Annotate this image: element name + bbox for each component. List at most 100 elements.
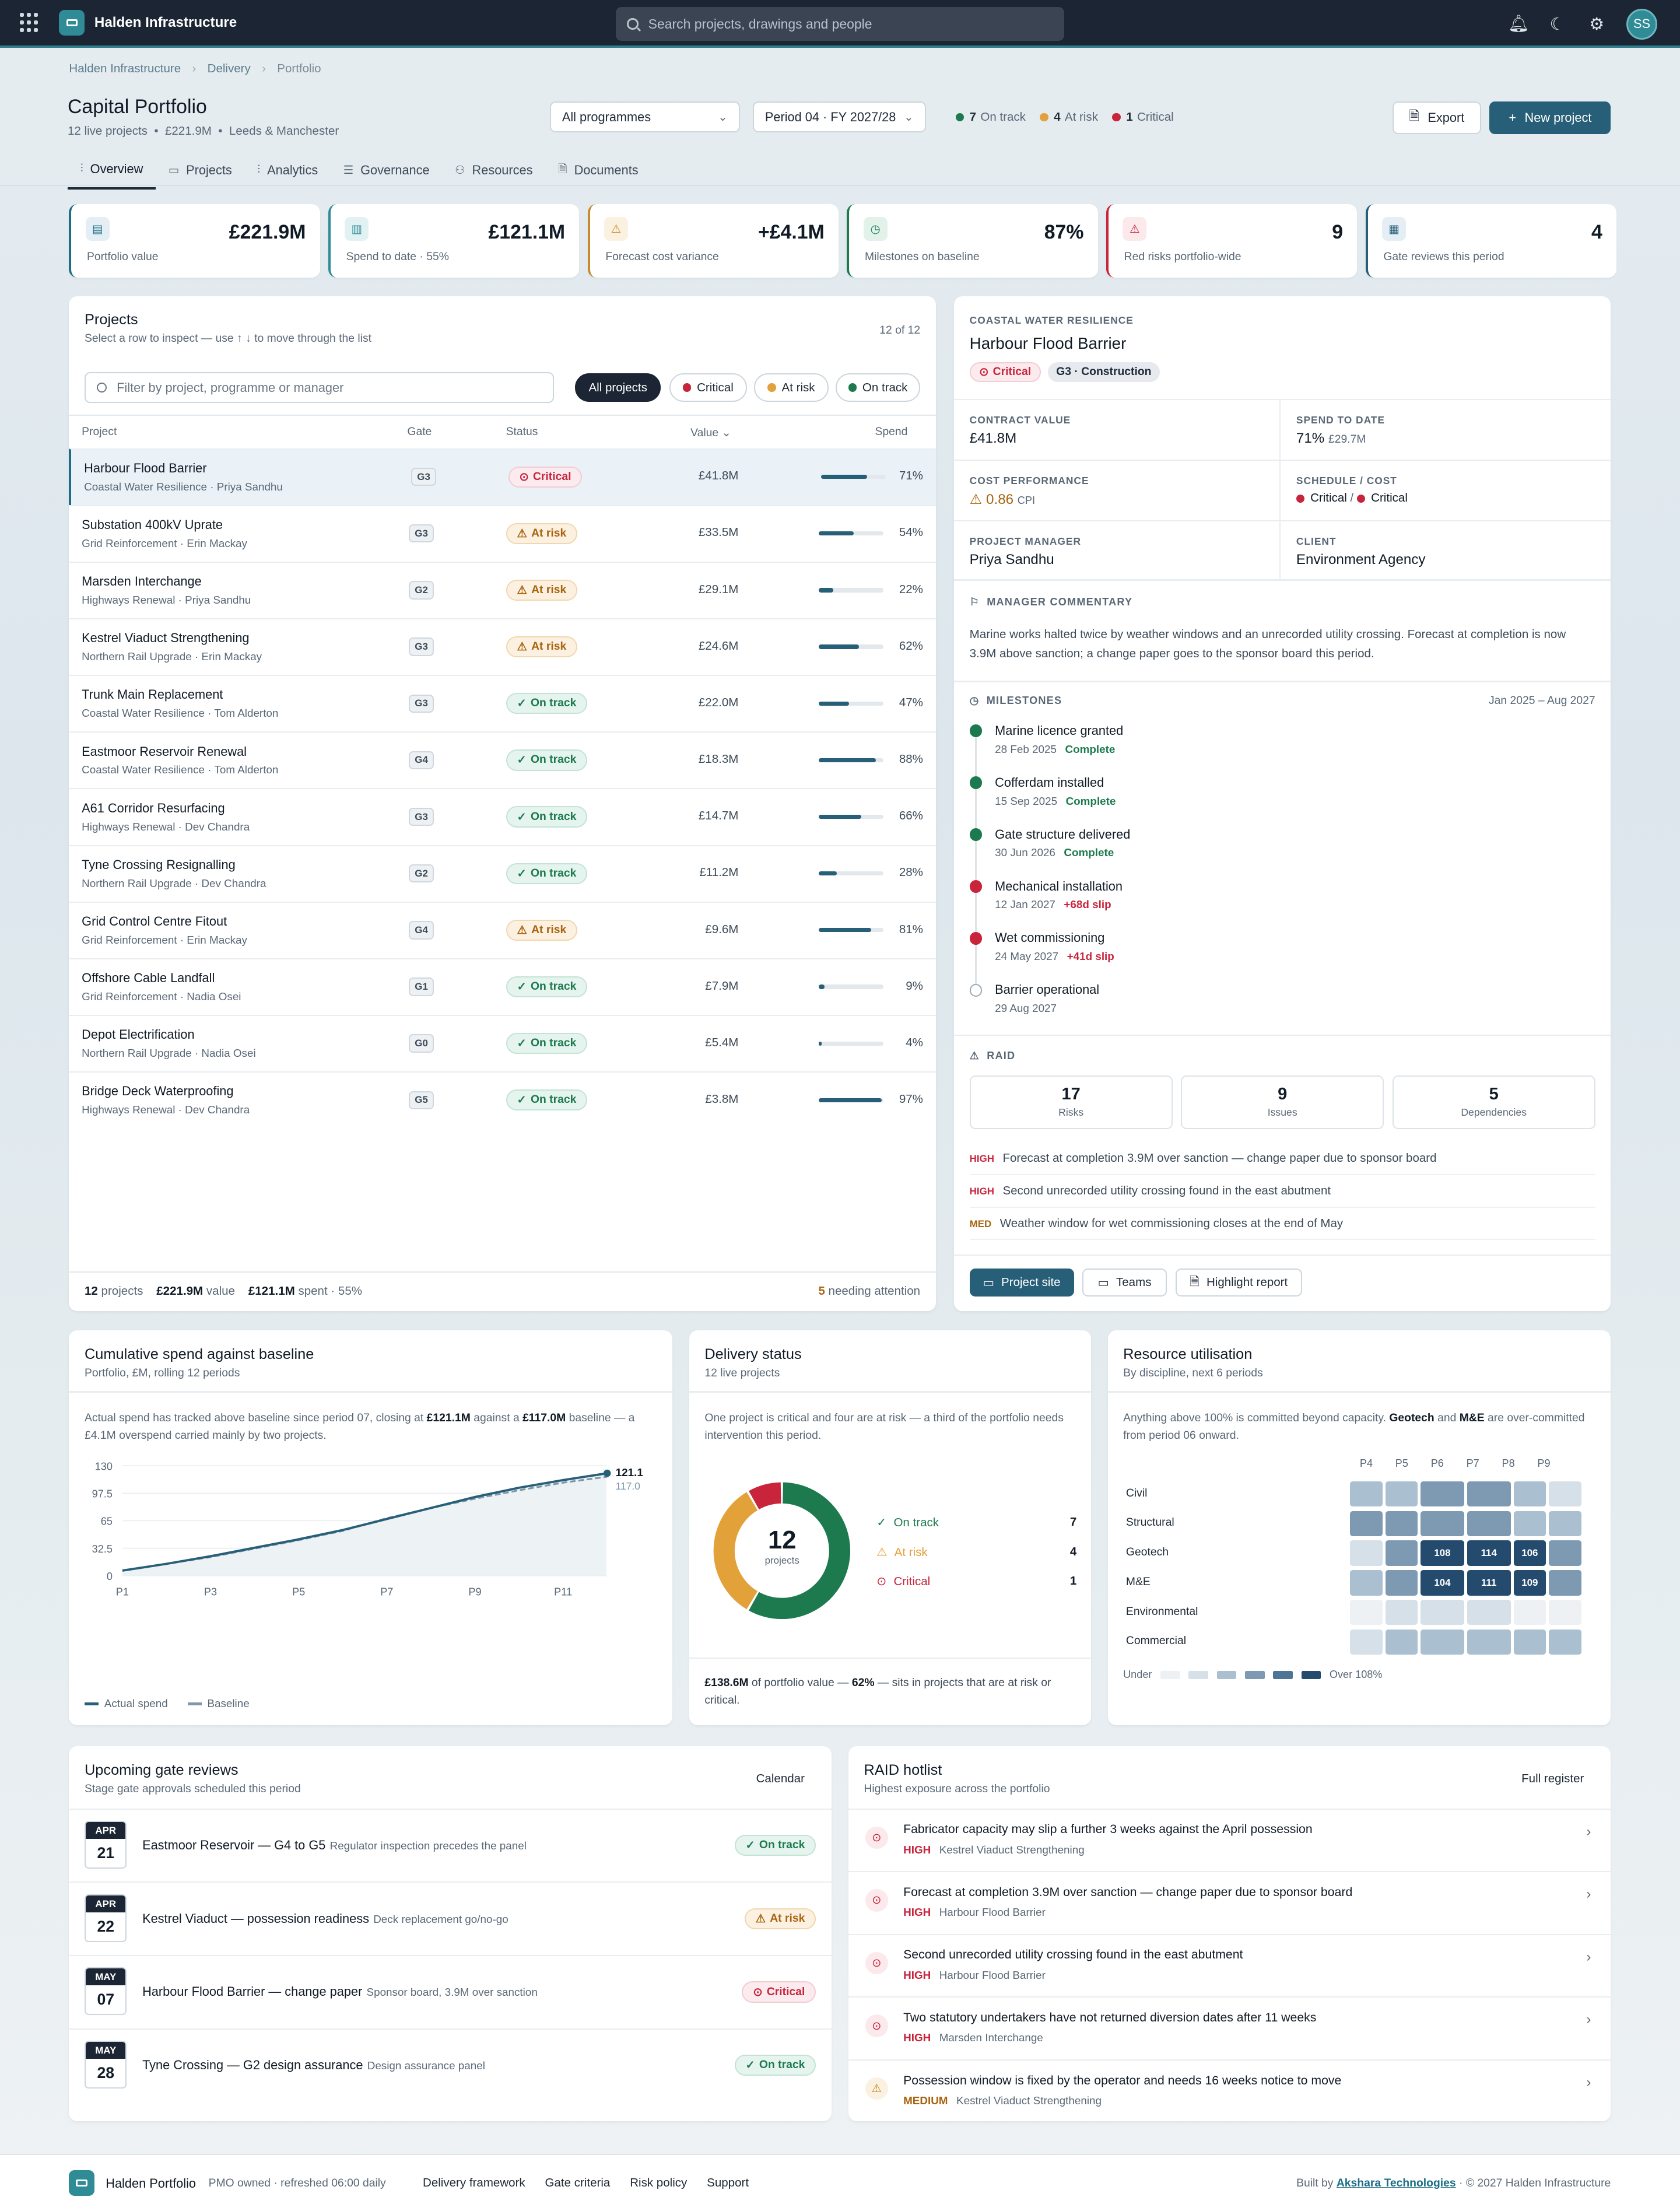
tab-analytics[interactable]: ⫶ Analytics <box>257 163 318 177</box>
footer-link-delivery-framework[interactable]: Delivery framework <box>423 2175 525 2189</box>
heatmap-cell[interactable] <box>1350 1481 1383 1507</box>
heatmap-cell[interactable]: 108 <box>1421 1540 1464 1566</box>
hotlist-item[interactable]: ⊙ Second unrecorded utility crossing foun… <box>848 1933 1611 1997</box>
project-filter-input[interactable]: Filter by project, programme or manager <box>84 372 554 404</box>
heatmap-cell[interactable] <box>1548 1570 1581 1596</box>
table-row[interactable]: Substation 400kV Uprate Grid Reinforcemen… <box>69 504 936 562</box>
table-row[interactable]: Kestrel Viaduct Strengthening Northern Ra… <box>69 618 936 675</box>
heatmap-cell[interactable] <box>1421 1511 1464 1537</box>
raid-dependencies-count[interactable]: 5 Dependencies <box>1392 1075 1595 1129</box>
heatmap-cell[interactable] <box>1467 1599 1511 1625</box>
heatmap-cell[interactable] <box>1467 1511 1511 1537</box>
tab-overview[interactable]: ⫶ Overview <box>68 156 156 190</box>
full-register-button[interactable]: Full register <box>1521 1771 1584 1785</box>
heatmap-cell[interactable] <box>1385 1481 1418 1507</box>
heatmap-cell[interactable] <box>1513 1511 1546 1537</box>
kpi-card[interactable]: ▥ £121.1M Spend to date · 55% <box>328 204 580 278</box>
programme-select[interactable]: All programmes ⌄ <box>549 101 740 133</box>
raid-item[interactable]: MED Weather window for wet commissioning … <box>969 1217 1595 1241</box>
heatmap-cell[interactable]: 114 <box>1467 1540 1511 1566</box>
heatmap-cell[interactable] <box>1548 1629 1581 1655</box>
breadcrumb-item[interactable]: Delivery <box>207 62 251 76</box>
hotlist-item[interactable]: ⊙ Fabricator capacity may slip a further … <box>848 1808 1611 1872</box>
global-search-input[interactable]: Search projects, drawings and people <box>616 7 1064 41</box>
raid-risks-count[interactable]: 17 Risks <box>969 1075 1173 1129</box>
table-row[interactable]: Tyne Crossing Resignalling Northern Rail … <box>69 845 936 902</box>
kpi-card[interactable]: ◷ 87% Milestones on baseline <box>847 204 1098 278</box>
footer-link-risk-policy[interactable]: Risk policy <box>630 2175 688 2189</box>
col-value[interactable]: Value ⌄ <box>690 426 731 439</box>
heatmap-cell[interactable]: 106 <box>1513 1540 1546 1566</box>
kpi-card[interactable]: ▤ £221.9M Portfolio value <box>69 204 320 278</box>
heatmap-cell[interactable] <box>1385 1570 1418 1596</box>
heatmap-cell[interactable]: 111 <box>1467 1570 1511 1596</box>
col-project[interactable]: Project <box>82 425 117 438</box>
heatmap-cell[interactable] <box>1350 1629 1383 1655</box>
tab-projects[interactable]: ▭ Projects <box>168 163 232 177</box>
project-site-button[interactable]: ▭ Project site <box>969 1269 1074 1297</box>
heatmap-cell[interactable] <box>1513 1481 1546 1507</box>
heatmap-cell[interactable] <box>1421 1629 1464 1655</box>
table-row[interactable]: Marsden Interchange Highways Renewal · Pr… <box>69 561 936 618</box>
donut-slice[interactable] <box>749 1482 782 1509</box>
heatmap-cell[interactable] <box>1421 1481 1464 1507</box>
heatmap-cell[interactable] <box>1513 1629 1546 1655</box>
heatmap-cell[interactable]: 104 <box>1421 1570 1464 1596</box>
tab-documents[interactable]: 🗎 Documents <box>545 156 651 190</box>
kpi-card[interactable]: ⚠ 9 Red risks portfolio-wide <box>1106 204 1358 278</box>
table-row[interactable]: Trunk Main Replacement Coastal Water Resi… <box>69 675 936 731</box>
heatmap-cell[interactable] <box>1350 1540 1383 1566</box>
footer-link-gate-criteria[interactable]: Gate criteria <box>545 2175 611 2189</box>
donut-slice[interactable] <box>714 1491 759 1609</box>
table-row[interactable]: Eastmoor Reservoir Renewal Coastal Water … <box>69 731 936 788</box>
new-project-button[interactable]: + New project <box>1489 101 1611 134</box>
heatmap-cell[interactable] <box>1513 1599 1546 1625</box>
highlight-report-button[interactable]: 🗎 Highlight report <box>1175 1269 1303 1297</box>
heatmap-cell[interactable] <box>1350 1599 1383 1625</box>
table-row[interactable]: Harbour Flood Barrier Coastal Water Resil… <box>69 448 936 505</box>
hotlist-item[interactable]: ⊙ Two statutory undertakers have not retu… <box>848 1996 1611 2059</box>
kpi-card[interactable]: ⚠ +£4.1M Forecast cost variance <box>587 204 839 278</box>
hotlist-item[interactable]: ⊙ Forecast at completion 3.9M over sancti… <box>848 1871 1611 1934</box>
chip-critical[interactable]: Critical <box>669 373 747 402</box>
heatmap-cell[interactable] <box>1548 1540 1581 1566</box>
avatar[interactable]: SS <box>1626 8 1658 40</box>
heatmap-cell[interactable] <box>1385 1629 1418 1655</box>
heatmap-cell[interactable] <box>1385 1599 1418 1625</box>
gate-review-item[interactable]: MAY 07 Harbour Flood Barrier — change pape… <box>69 1954 832 2028</box>
delivery-legend-item[interactable]: ⚠ At risk 4 <box>876 1544 1077 1559</box>
heatmap-cell[interactable] <box>1385 1540 1418 1566</box>
heatmap-cell[interactable] <box>1350 1570 1383 1596</box>
table-row[interactable]: A61 Corridor Resurfacing Highways Renewal… <box>69 788 936 845</box>
raid-item[interactable]: HIGH Second unrecorded utility crossing f… <box>969 1184 1595 1208</box>
gate-review-item[interactable]: MAY 28 Tyne Crossing — G2 design assurance… <box>69 2028 832 2102</box>
tab-governance[interactable]: ☰ Governance <box>343 163 430 177</box>
heatmap-cell[interactable] <box>1548 1599 1581 1625</box>
apps-grid-icon[interactable] <box>19 13 40 33</box>
hotlist-item[interactable]: ⚠ Possession window is fixed by the opera… <box>848 2059 1611 2122</box>
chip-on-track[interactable]: On track <box>836 373 921 402</box>
bell-icon[interactable]: 🔔︎ <box>1507 15 1530 34</box>
table-row[interactable]: Bridge Deck Waterproofing Highways Renewa… <box>69 1071 936 1128</box>
gear-icon[interactable]: ⚙ <box>1589 15 1605 34</box>
table-row[interactable]: Grid Control Centre Fitout Grid Reinforce… <box>69 901 936 958</box>
table-row[interactable]: Offshore Cable Landfall Grid Reinforcemen… <box>69 958 936 1015</box>
heatmap-cell[interactable] <box>1421 1599 1464 1625</box>
raid-item[interactable]: HIGH Forecast at completion 3.9M over san… <box>969 1151 1595 1175</box>
heatmap-cell[interactable] <box>1467 1481 1511 1507</box>
col-gate[interactable]: Gate <box>407 425 432 438</box>
heatmap-cell[interactable] <box>1467 1629 1511 1655</box>
gate-review-item[interactable]: APR 22 Kestrel Viaduct — possession readin… <box>69 1881 832 1955</box>
heatmap-cell[interactable]: 109 <box>1513 1570 1546 1596</box>
delivery-legend-item[interactable]: ⊙ Critical 1 <box>876 1574 1077 1589</box>
raid-issues-count[interactable]: 9 Issues <box>1181 1075 1384 1129</box>
footer-link-support[interactable]: Support <box>707 2175 749 2189</box>
moon-icon[interactable]: ☾ <box>1549 15 1565 34</box>
heatmap-cell[interactable] <box>1350 1511 1383 1537</box>
export-button[interactable]: 🗎 Export <box>1392 101 1481 134</box>
heatmap-cell[interactable] <box>1548 1511 1581 1537</box>
gate-review-item[interactable]: APR 21 Eastmoor Reservoir — G4 to G5 Regula… <box>69 1808 832 1882</box>
calendar-button[interactable]: Calendar <box>756 1771 805 1785</box>
kpi-card[interactable]: ▦ 4 Gate reviews this period <box>1365 204 1616 278</box>
builder-link[interactable]: Akshara Technologies <box>1336 2177 1456 2190</box>
